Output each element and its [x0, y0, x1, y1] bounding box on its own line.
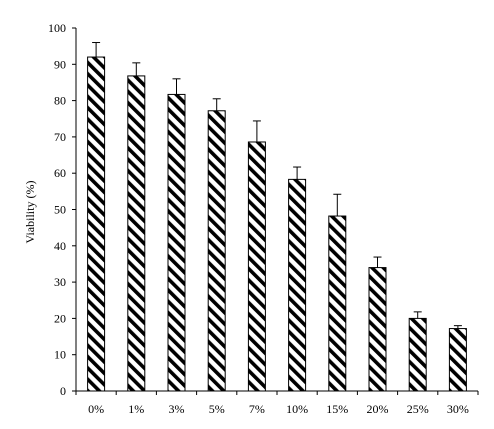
- x-tick-label: 5%: [209, 402, 225, 416]
- bar: [167, 93, 186, 392]
- x-tick-label: 25%: [407, 402, 429, 416]
- x-tick-label: 0%: [88, 402, 104, 416]
- bar: [448, 328, 467, 392]
- axes-group: 0 10 20 30 40 50 60 70 80 90 100 0% 1% 3% 5% 7% 10% 15% 20…: [48, 21, 479, 416]
- x-tick-label: 1%: [128, 402, 144, 416]
- y-tick-label: 50: [54, 203, 66, 217]
- y-tick-label: 20: [54, 311, 66, 325]
- bar: [288, 178, 307, 392]
- bar: [247, 141, 266, 392]
- bar: [368, 267, 387, 392]
- y-tick-label: 40: [54, 239, 66, 253]
- y-tick-label: 10: [54, 348, 66, 362]
- y-tick-label: 30: [54, 275, 66, 289]
- bars-group: [87, 56, 467, 392]
- bar: [408, 317, 427, 392]
- y-tick-label: 0: [60, 384, 66, 398]
- bar: [127, 75, 146, 392]
- error-bars-group: [92, 42, 462, 329]
- x-tick-label: 3%: [169, 402, 185, 416]
- y-tick-label: 100: [48, 21, 66, 35]
- x-tick-label: 20%: [367, 402, 389, 416]
- y-axis-title: Viability (%): [23, 181, 37, 244]
- bar: [87, 56, 106, 392]
- x-tick-label: 7%: [249, 402, 265, 416]
- x-tick-label: 10%: [286, 402, 308, 416]
- y-tick-label: 90: [54, 57, 66, 71]
- y-tick-label: 60: [54, 166, 66, 180]
- bar: [207, 110, 226, 392]
- y-tick-label: 80: [54, 94, 66, 108]
- x-tick-label: 30%: [447, 402, 469, 416]
- x-tick-label: 15%: [326, 402, 348, 416]
- bar: [328, 215, 347, 392]
- y-tick-label: 70: [54, 130, 66, 144]
